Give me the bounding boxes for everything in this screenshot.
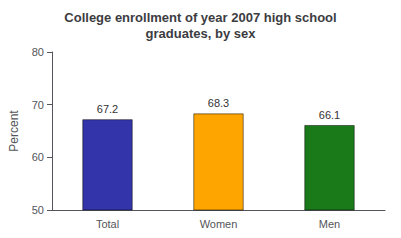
svg-text:Women: Women [200,218,238,230]
svg-text:68.3: 68.3 [208,97,229,109]
svg-text:80: 80 [32,46,44,58]
svg-text:graduates, by sex: graduates, by sex [146,26,257,41]
svg-text:70: 70 [32,99,44,111]
svg-text:60: 60 [32,151,44,163]
svg-text:67.2: 67.2 [97,103,118,115]
svg-text:Total: Total [96,218,119,230]
svg-text:66.1: 66.1 [319,109,340,121]
svg-text:Percent: Percent [7,110,21,152]
svg-text:50: 50 [32,204,44,216]
svg-text:College enrollment of year 200: College enrollment of year 2007 high sch… [64,10,336,25]
svg-text:Men: Men [319,218,340,230]
